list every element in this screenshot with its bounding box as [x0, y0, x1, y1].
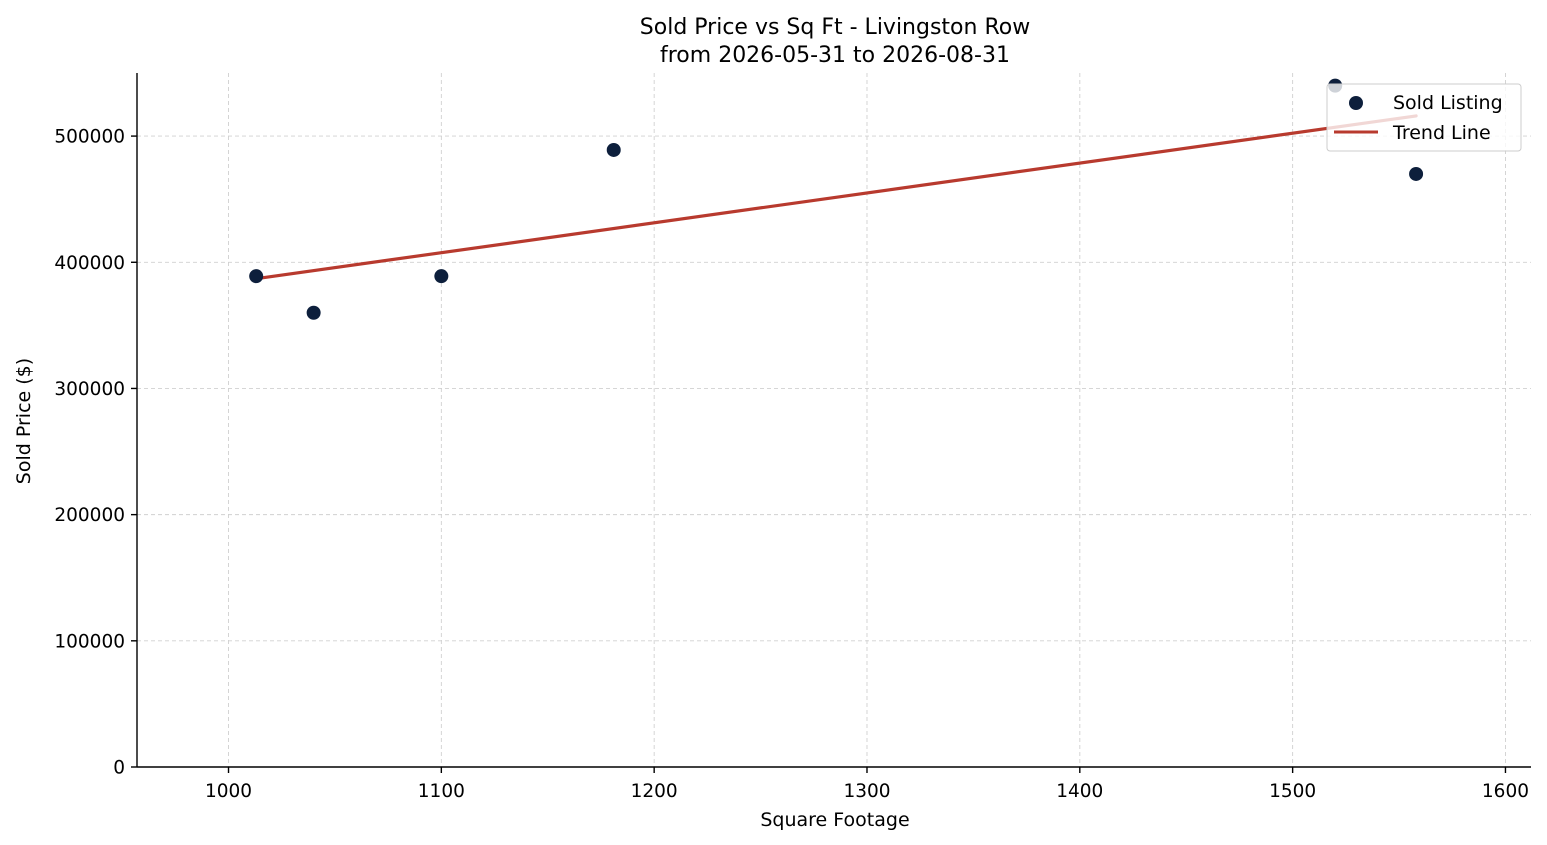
y-tick-label: 300000 [54, 379, 125, 400]
legend-box [1326, 83, 1522, 152]
y-tick-label: 400000 [54, 253, 125, 274]
legend: Sold Listing Trend Line [1326, 83, 1522, 152]
data-point [1409, 166, 1424, 181]
x-tick-label: 1100 [418, 781, 465, 802]
y-tick-label: 100000 [54, 631, 125, 652]
tick-labels: 1000 1100 1200 1300 1400 1500 1600 0 100000 20000… [54, 127, 1529, 802]
x-tick-label: 1200 [631, 781, 678, 802]
gridlines [137, 73, 1531, 767]
y-axis-label: Sold Price ($) [13, 358, 35, 484]
legend-label-trend-line: Trend Line [1392, 122, 1491, 144]
data-point [606, 142, 621, 157]
x-tick-label: 1600 [1482, 781, 1529, 802]
x-tick-label: 1500 [1269, 781, 1316, 802]
data-point [249, 269, 264, 284]
trend-line-layer [254, 114, 1418, 281]
x-tick-label: 1000 [205, 781, 252, 802]
x-tick-label: 1400 [1056, 781, 1103, 802]
data-point [434, 269, 449, 284]
x-axis-label: Square Footage [760, 809, 909, 831]
data-point [306, 305, 321, 320]
legend-label-sold-listing: Sold Listing [1393, 92, 1503, 114]
x-tick-label: 1300 [843, 781, 890, 802]
legend-marker-sold-listing [1349, 96, 1363, 110]
y-tick-label: 500000 [54, 127, 125, 148]
trend-line [254, 114, 1418, 281]
y-tick-label: 0 [113, 758, 125, 779]
y-tick-label: 200000 [54, 505, 125, 526]
chart-title-line2: from 2026-05-31 to 2026-08-31 [660, 43, 1010, 68]
data-points-layer [249, 78, 1424, 320]
chart-title-line1: Sold Price vs Sq Ft - Livingston Row [640, 15, 1030, 40]
axes [131, 73, 1531, 773]
